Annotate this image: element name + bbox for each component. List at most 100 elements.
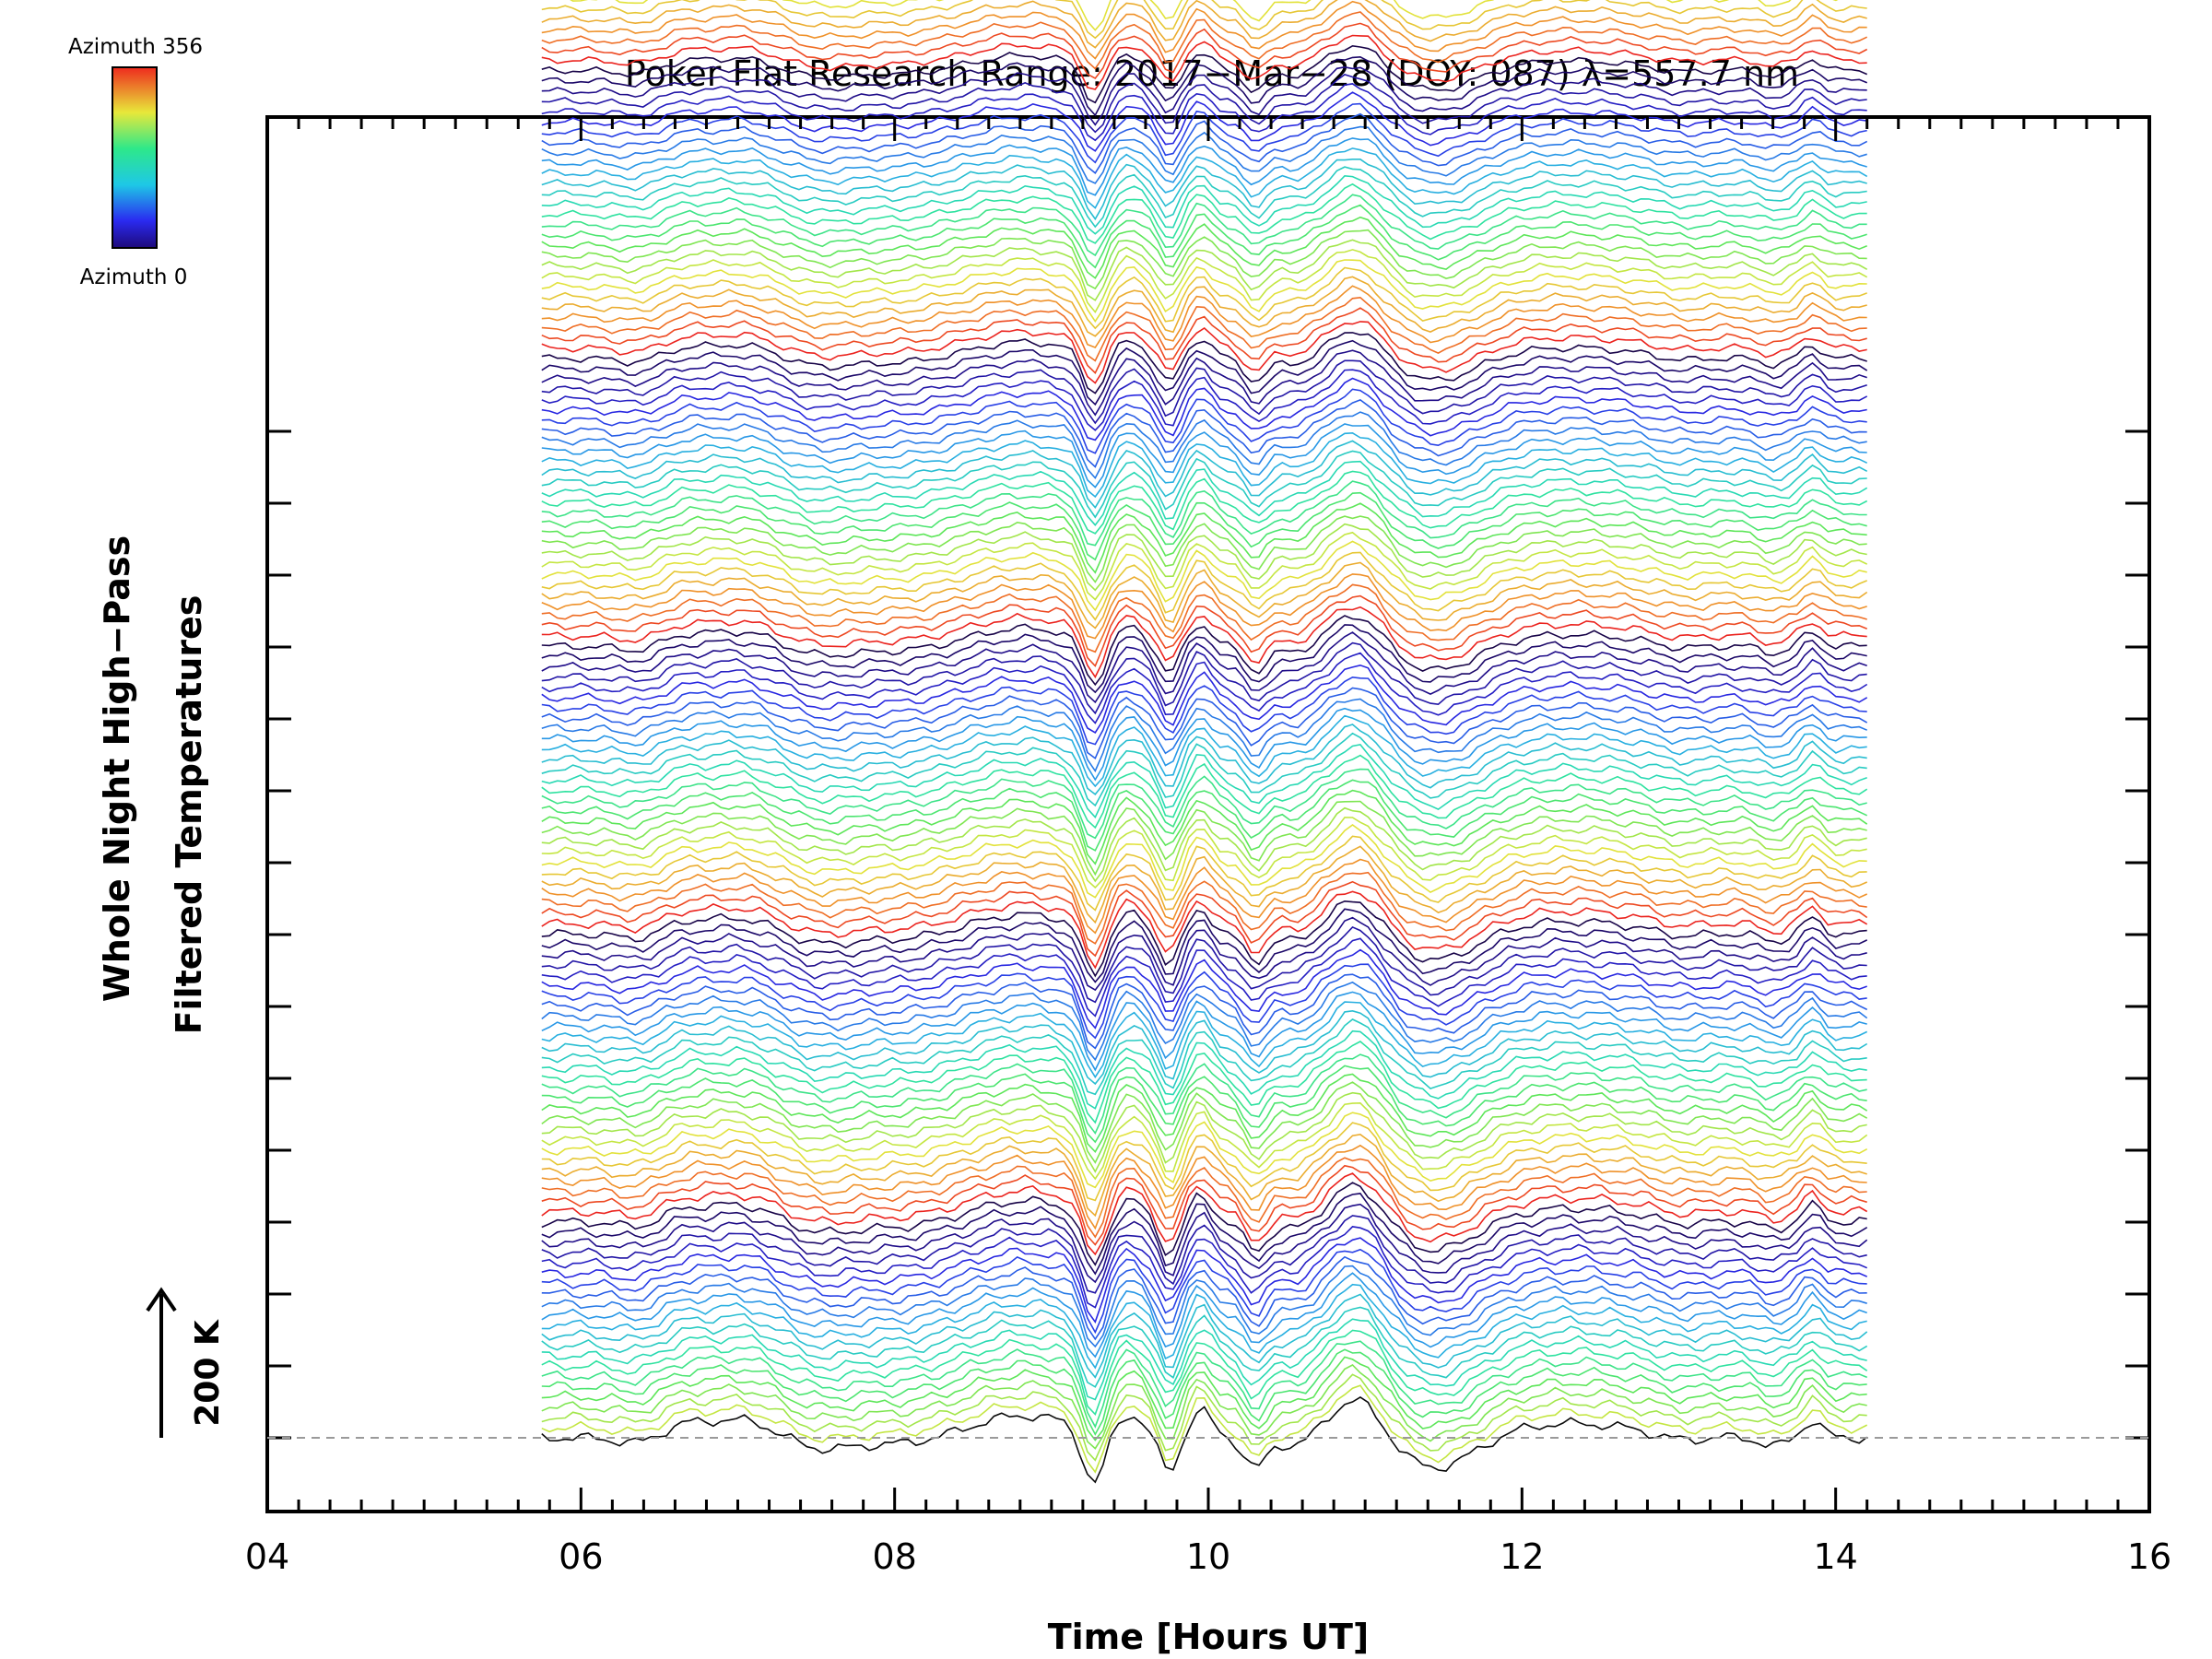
series-line	[541, 182, 1867, 244]
series-line	[541, 973, 1868, 1050]
series-line	[541, 624, 1867, 694]
series-line	[541, 652, 1868, 724]
series-line	[541, 606, 1867, 679]
series-line	[541, 890, 1868, 970]
series-line	[541, 491, 1867, 561]
series-line	[541, 948, 1867, 1030]
series-line	[541, 871, 1867, 945]
y-axis-label-line1: Whole Night High−Pass	[97, 535, 137, 1002]
series-line	[541, 55, 1867, 117]
series-line	[541, 1157, 1867, 1239]
series-line	[541, 707, 1867, 782]
series-line	[541, 641, 1867, 715]
series-line	[541, 102, 1867, 164]
series-line	[541, 0, 1867, 40]
series-line	[541, 754, 1868, 830]
series-line	[541, 1396, 1868, 1484]
series-line	[541, 216, 1868, 279]
series-line	[541, 34, 1867, 90]
series-line	[541, 1172, 1868, 1256]
series-line	[541, 137, 1867, 196]
series-line	[541, 981, 1868, 1062]
series-line	[541, 1272, 1867, 1359]
series-line	[541, 249, 1868, 314]
series-line	[541, 423, 1867, 488]
series-line	[541, 1053, 1867, 1135]
series-line	[541, 916, 1867, 992]
series-line	[541, 1164, 1867, 1246]
series-line	[541, 1329, 1868, 1416]
series-line	[541, 800, 1867, 877]
series-line	[541, 1091, 1867, 1173]
series-line	[541, 561, 1868, 629]
series-line	[541, 1193, 1868, 1276]
series-line	[541, 83, 1867, 142]
series-line	[541, 65, 1867, 126]
series-line	[541, 239, 1868, 301]
series-line	[541, 0, 1867, 49]
series-line	[541, 147, 1868, 209]
series-line	[541, 1182, 1867, 1266]
x-tick-labels: 04 06 08 10 12 14 16	[245, 1536, 2171, 1577]
series-group	[541, 0, 1868, 1484]
series-line	[541, 1203, 1868, 1284]
series-line	[541, 631, 1867, 704]
series-line	[541, 1306, 1868, 1388]
series-line	[541, 398, 1867, 468]
series-line	[541, 594, 1868, 668]
series-line	[541, 664, 1868, 734]
x-tick-label: 10	[1186, 1536, 1230, 1577]
series-line	[541, 744, 1867, 819]
series-line	[541, 551, 1868, 621]
series-line	[541, 1318, 1867, 1401]
x-tick-label: 12	[1500, 1536, 1544, 1577]
series-line	[541, 431, 1868, 499]
series-line	[541, 1265, 1867, 1348]
series-line	[541, 615, 1867, 687]
series-line	[541, 573, 1867, 640]
series-line	[541, 824, 1867, 899]
series-line	[541, 22, 1868, 80]
series-line	[541, 1122, 1867, 1202]
scale-bar-label: 200 K	[189, 1319, 227, 1427]
series-line	[541, 470, 1868, 535]
series-line	[541, 687, 1868, 760]
series-line	[541, 259, 1867, 324]
series-line	[541, 937, 1867, 1018]
series-line	[541, 1384, 1868, 1474]
series-line	[541, 789, 1868, 865]
series-line	[541, 0, 1867, 60]
series-line	[541, 1215, 1867, 1294]
series-line	[541, 845, 1868, 924]
y-axis-label-line2: Filtered Temperatures	[169, 595, 209, 1035]
series-line	[541, 779, 1868, 852]
series-line	[541, 1255, 1867, 1341]
series-line	[541, 523, 1867, 592]
series-line	[541, 1237, 1868, 1324]
series-line	[541, 858, 1868, 935]
colorbar-label-bottom: Azimuth 0	[80, 265, 188, 289]
series-line	[541, 1018, 1867, 1096]
series-line	[541, 125, 1867, 184]
series-line	[541, 714, 1867, 788]
series-line	[541, 698, 1868, 773]
series-line	[541, 502, 1867, 574]
series-line	[541, 880, 1868, 958]
series-line	[541, 908, 1868, 983]
series-line	[541, 1065, 1867, 1144]
series-line	[541, 1226, 1868, 1309]
series-line	[541, 440, 1868, 509]
series-line	[541, 388, 1867, 454]
x-tick-label: 16	[2127, 1536, 2171, 1577]
series-line	[541, 1340, 1868, 1429]
series-line	[541, 1073, 1868, 1154]
series-line	[541, 531, 1868, 601]
scale-bar-arrowhead	[146, 1287, 177, 1312]
series-line	[541, 359, 1867, 425]
series-line	[541, 676, 1867, 746]
series-line	[541, 266, 1867, 330]
series-line	[541, 900, 1867, 978]
series-line	[541, 1364, 1867, 1450]
series-line	[541, 732, 1867, 807]
series-line	[541, 540, 1867, 612]
